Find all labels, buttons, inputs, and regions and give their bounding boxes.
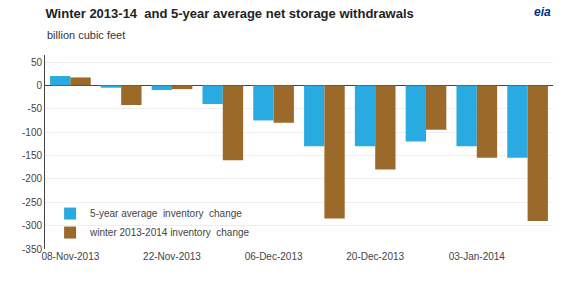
svg-text:-300: -300 bbox=[22, 220, 42, 231]
svg-text:-200: -200 bbox=[22, 173, 42, 184]
svg-text:-150: -150 bbox=[22, 150, 42, 161]
svg-text:0: 0 bbox=[36, 80, 42, 91]
svg-text:Winter 2013-14 and 5-year ave: Winter 2013-14 and 5-year average net st… bbox=[45, 6, 413, 21]
svg-text:-350: -350 bbox=[22, 244, 42, 255]
svg-text:50: 50 bbox=[31, 57, 43, 68]
svg-text:06-Dec-2013: 06-Dec-2013 bbox=[245, 251, 303, 262]
svg-text:winter 2013-2014 inventory ch: winter 2013-2014 inventory change bbox=[89, 227, 249, 238]
svg-text:-100: -100 bbox=[22, 127, 42, 138]
svg-text:billion cubic feet: billion cubic feet bbox=[47, 29, 125, 41]
svg-text:5-year average inventory cha: 5-year average inventory change bbox=[90, 208, 242, 219]
svg-text:03-Jan-2014: 03-Jan-2014 bbox=[449, 251, 506, 262]
svg-text:20-Dec-2013: 20-Dec-2013 bbox=[346, 251, 404, 262]
svg-text:eia: eia bbox=[534, 5, 551, 19]
svg-text:22-Nov-2013: 22-Nov-2013 bbox=[143, 251, 201, 262]
svg-text:08-Nov-2013: 08-Nov-2013 bbox=[41, 251, 99, 262]
svg-text:-250: -250 bbox=[22, 197, 42, 208]
svg-text:-50: -50 bbox=[28, 103, 43, 114]
